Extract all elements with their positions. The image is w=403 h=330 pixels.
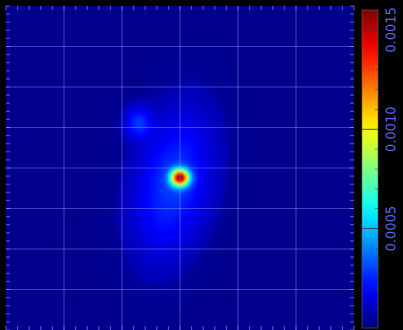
colorbar-tick-label: 0.0010 xyxy=(385,107,400,153)
colorbar-tick-labels: 0.0005 0.0010 0.0015 xyxy=(385,7,400,251)
colorbar-ticks xyxy=(362,29,378,329)
colorbar-tick-label: 0.0005 xyxy=(385,206,400,252)
colorbar: 0.0005 0.0010 0.0015 xyxy=(361,7,400,329)
grid xyxy=(5,5,355,330)
colorbar-tick-label: 0.0015 xyxy=(385,7,400,53)
